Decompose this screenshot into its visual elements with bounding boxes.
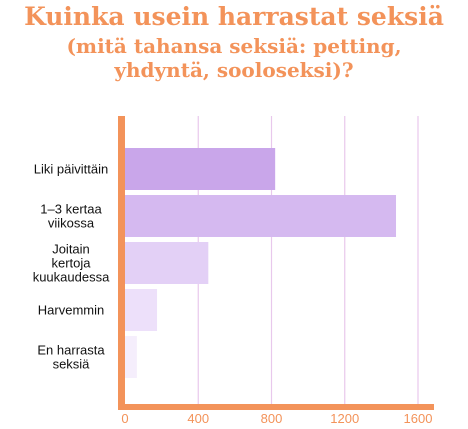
x-tick-label: 0 [121,411,128,426]
category-label: Liki päivittäin [34,162,108,177]
bar [125,336,137,378]
bar [125,289,158,331]
category-label: kuukaudessa [33,270,110,285]
chart-title-line-2: (mitä tahansa seksiä: petting, [66,34,402,58]
category-label: Joitain [52,242,90,257]
y-axis-line [118,116,125,410]
x-tick-label: 400 [187,411,209,426]
x-axis-line [118,404,434,410]
x-tick-label: 800 [261,411,283,426]
category-label: viikossa [48,216,95,231]
x-tick-label: 1200 [330,411,359,426]
x-tick-label: 1600 [404,411,433,426]
bar [125,148,276,190]
category-label: Harvemmin [38,303,104,318]
category-label: 1–3 kertaa [40,202,102,217]
bar [125,242,209,284]
category-label: seksiä [53,357,91,372]
category-label: kertoja [51,256,91,271]
chart-title-line-3: yhdyntä, sooloseksi)? [114,58,354,82]
category-label: En harrasta [37,343,105,358]
chart-title-line-1: Kuinka usein harrastat seksiä [24,2,444,31]
bar [125,195,397,237]
